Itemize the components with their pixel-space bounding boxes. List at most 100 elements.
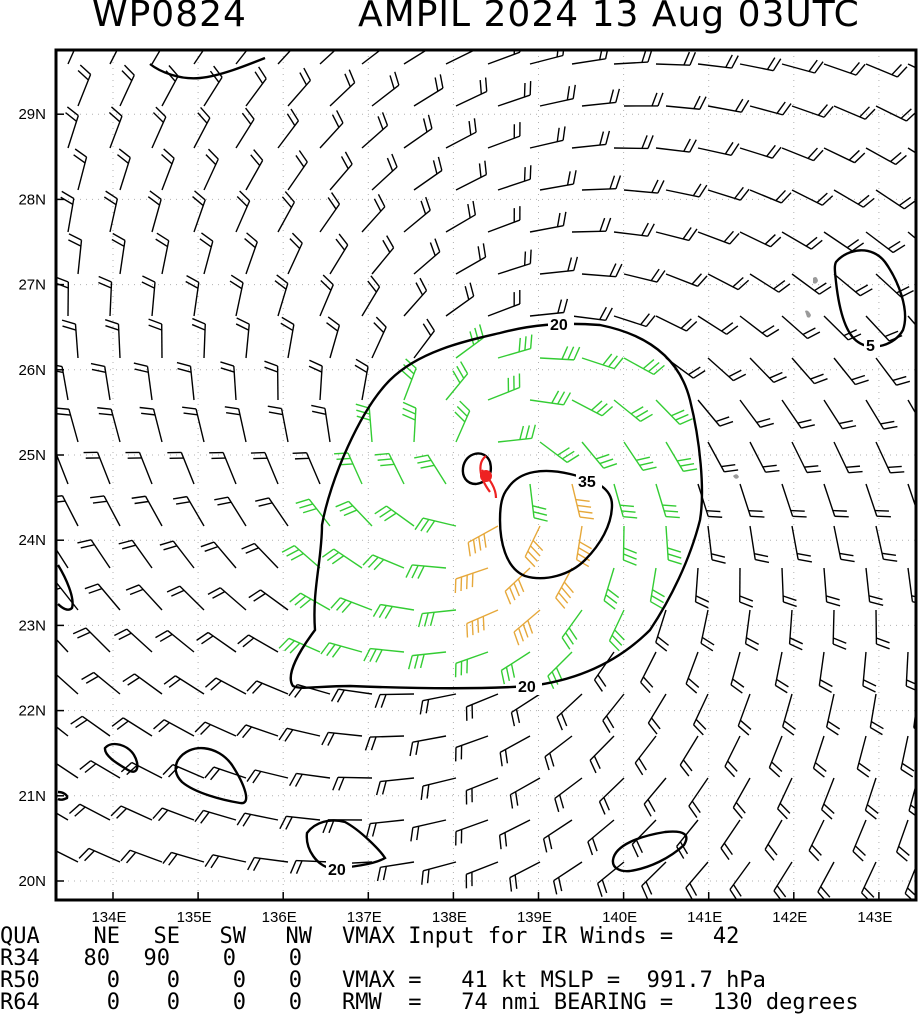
- wind-barb: [375, 694, 414, 708]
- wind-barb: [68, 23, 82, 64]
- wind-barb: [610, 610, 625, 651]
- wind-barb: [572, 307, 612, 320]
- wind-barb: [255, 498, 288, 526]
- wind-barb: [330, 70, 355, 106]
- wind-barb: [698, 55, 738, 68]
- wind-barb: [540, 257, 577, 274]
- wind-barb: [278, 109, 298, 148]
- wind-barb: [498, 165, 531, 190]
- wind-barb: [208, 588, 246, 610]
- wind-barb: [876, 190, 916, 209]
- wind-barb: [82, 672, 120, 694]
- wind-barb: [750, 442, 779, 472]
- wind-barb: [909, 778, 919, 819]
- wind-barb: [897, 820, 910, 861]
- wind-barb: [331, 598, 372, 613]
- wind-barb: [540, 442, 579, 462]
- wind-barb: [402, 402, 415, 442]
- wind-barb: [901, 736, 914, 777]
- wind-barb: [98, 276, 111, 316]
- wind-barb: [55, 408, 78, 442]
- wind-barb: [498, 335, 532, 358]
- wind-barb: [641, 652, 656, 693]
- wind-barb: [746, 610, 759, 650]
- wind-barb: [505, 568, 530, 604]
- r50-row: R50 0 0 0 0 VMAX = 41 kt MSLP = 991.7 hP…: [0, 970, 919, 992]
- wind-barb: [562, 610, 582, 649]
- wind-barb: [321, 643, 362, 658]
- wind-barb: [372, 72, 399, 106]
- wind-barb: [220, 362, 236, 400]
- wind-barb: [363, 555, 404, 570]
- wind-barb: [152, 24, 169, 64]
- wind-barb: [237, 725, 278, 738]
- wind-barb: [818, 862, 834, 903]
- lat-tick-label: 21N: [18, 788, 46, 805]
- wind-barb: [375, 506, 414, 526]
- wind-barb: [249, 590, 288, 610]
- wind-barb: [236, 25, 257, 64]
- wind-barb: [242, 543, 278, 568]
- wind-barb: [782, 568, 797, 606]
- wind-barb: [824, 62, 865, 75]
- wind-barb: [623, 526, 636, 565]
- wind-barb: [834, 526, 855, 562]
- wind-barb: [456, 820, 488, 845]
- r64-sw: 0: [206, 992, 246, 1014]
- lat-tick-label: 20N: [18, 873, 46, 890]
- wind-barb: [530, 212, 566, 232]
- wind-barb: [186, 276, 199, 316]
- wind-barb: [422, 862, 456, 885]
- lat-tick-label: 22N: [18, 703, 46, 720]
- wind-barb: [225, 407, 246, 442]
- wind-barb: [73, 628, 110, 652]
- wind-barb: [809, 820, 824, 861]
- wind-barb: [404, 32, 433, 64]
- wind-barb: [173, 497, 204, 526]
- wind-barb: [278, 192, 294, 232]
- wind-barb: [162, 149, 175, 190]
- wind-barb: [614, 400, 653, 421]
- r34-se: 90: [140, 948, 170, 970]
- wind-barb: [488, 206, 520, 232]
- wind-barb: [114, 629, 152, 652]
- wind-barb: [336, 501, 372, 526]
- r50-se: 0: [140, 970, 180, 992]
- wind-barb: [194, 107, 210, 148]
- wind-barb: [876, 442, 904, 473]
- wind-barb: [355, 359, 368, 400]
- wind-barb: [689, 778, 708, 818]
- wind-barb: [792, 526, 812, 562]
- wind-barb: [540, 85, 575, 106]
- wind-barb: [666, 442, 697, 471]
- quadrant-sw-header: SW: [206, 926, 246, 948]
- wind-barb: [246, 67, 266, 106]
- land-islands: [733, 277, 818, 479]
- contour-labels: 20 35 20 20 5: [326, 315, 880, 879]
- wind-barb: [582, 89, 619, 106]
- wind-barb: [866, 232, 905, 253]
- wind-barb: [404, 115, 432, 148]
- wind-barb: [77, 540, 110, 568]
- wind-barb: [656, 52, 695, 65]
- wind-barb: [288, 233, 302, 274]
- wind-barb: [824, 148, 865, 163]
- wind-barb: [694, 694, 708, 735]
- wind-barb: [834, 274, 872, 296]
- wind-barb: [862, 862, 876, 903]
- wind-barb: [488, 373, 520, 400]
- wind-barb: [330, 234, 348, 274]
- wind-barb: [281, 317, 294, 358]
- wind-barb: [650, 568, 664, 609]
- wind-barb: [648, 694, 666, 734]
- wind-barb: [330, 152, 352, 190]
- wind-barbs: [28, 23, 919, 903]
- wind-barb: [410, 736, 446, 756]
- wind-barb: [404, 278, 427, 316]
- wind-barb: [68, 234, 81, 274]
- wind-barb: [498, 425, 535, 442]
- wind-barb: [275, 275, 288, 316]
- wind-barb: [446, 201, 475, 232]
- wind-barb: [833, 610, 846, 649]
